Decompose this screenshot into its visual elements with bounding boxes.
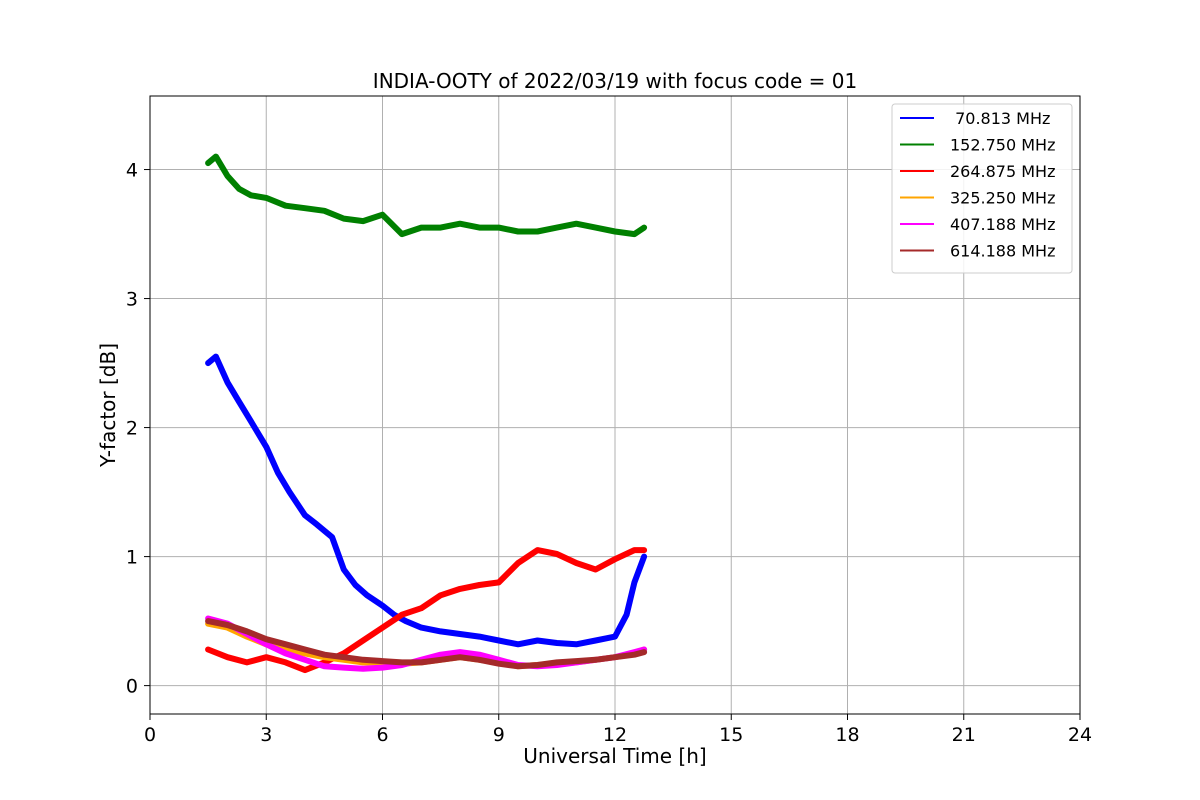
x-tick-label: 24 xyxy=(1068,724,1092,746)
y-tick-label: 3 xyxy=(126,289,138,311)
legend-label: 152.750 MHz xyxy=(950,136,1055,155)
x-tick-label: 3 xyxy=(260,724,272,746)
y-tick-label: 2 xyxy=(126,418,138,440)
x-tick-label: 0 xyxy=(144,724,156,746)
y-axis-label: Y-factor [dB] xyxy=(96,343,120,468)
x-tick-label: 9 xyxy=(493,724,505,746)
x-tick-label: 15 xyxy=(719,724,743,746)
y-tick-label: 1 xyxy=(126,547,138,569)
chart-title: INDIA-OOTY of 2022/03/19 with focus code… xyxy=(373,69,857,93)
x-tick-label: 21 xyxy=(952,724,976,746)
series-layer xyxy=(205,153,648,674)
legend-label: 407.188 MHz xyxy=(950,215,1055,234)
x-tick-label: 6 xyxy=(376,724,388,746)
legend-label: 614.188 MHz xyxy=(950,242,1055,261)
plot-area xyxy=(205,153,648,674)
y-tick-label: 4 xyxy=(126,160,138,182)
legend-label: 264.875 MHz xyxy=(950,162,1055,181)
x-axis: 0 3 6 9 12 15 18 21 24 xyxy=(144,714,1092,746)
legend-label: 325.250 MHz xyxy=(950,189,1055,208)
x-tick-label: 18 xyxy=(835,724,859,746)
legend-label: 70.813 MHz xyxy=(950,109,1050,128)
series-line-3 xyxy=(205,547,648,674)
series-line-2 xyxy=(205,153,648,238)
y-tick-label: 0 xyxy=(126,676,138,698)
x-axis-label: Universal Time [h] xyxy=(523,744,706,768)
x-tick-label: 12 xyxy=(603,724,627,746)
legend: 70.813 MHz 152.750 MHz 264.875 MHz 325.250 … xyxy=(891,103,1073,274)
legend-frame xyxy=(891,103,1073,274)
y-axis: 0 1 2 3 4 xyxy=(126,160,150,698)
series-line-1 xyxy=(205,353,648,648)
series-line-6 xyxy=(205,618,648,670)
